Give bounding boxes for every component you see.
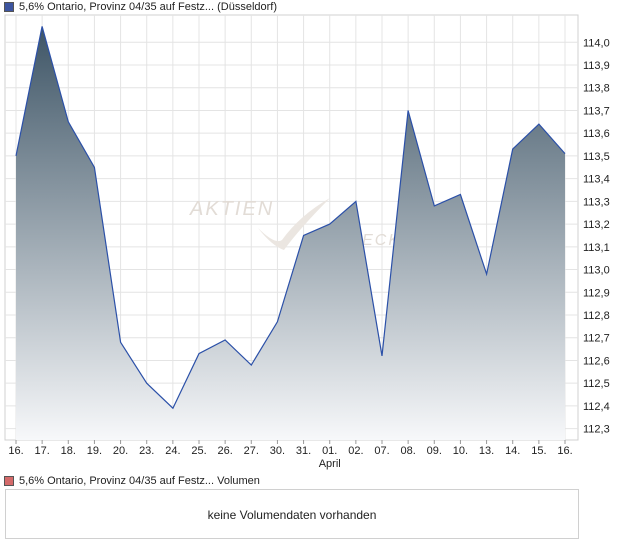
no-volume-message: keine Volumendaten vorhanden [207,508,377,522]
x-tick-label: 30. [270,445,285,457]
x-tick-label: 16. [557,445,572,457]
x-tick-label: 09. [427,445,442,457]
x-tick-label: 23. [139,445,154,457]
x-tick-label: 17. [34,445,49,457]
y-tick-label: 113,9 [583,60,610,72]
volume-legend-label: 5,6% Ontario, Provinz 04/35 auf Festz...… [19,475,260,487]
watermark-text-1: AKTIEN [189,198,274,220]
x-tick-label: 02. [348,445,363,457]
y-tick-label: 112,9 [583,287,610,299]
x-tick-label: 27. [244,445,259,457]
y-tick-label: 112,7 [583,333,610,345]
y-axis: 114,0 113,9 113,8 113,7 113,6 113,5 113,4 113,3… [583,37,610,435]
x-month-label: April [319,458,341,470]
x-tick-label: 14. [505,445,520,457]
volume-panel: keine Volumendaten vorhanden [5,489,579,539]
y-tick-label: 113,3 [583,196,610,208]
y-tick-label: 113,5 [583,151,610,163]
x-tick-label: 19. [87,445,102,457]
y-tick-label: 112,4 [583,401,610,413]
price-legend-label: 5,6% Ontario, Provinz 04/35 auf Festz...… [19,1,278,13]
x-tick-label: 24. [165,445,180,457]
x-tick-label: 15. [531,445,546,457]
y-tick-label: 113,8 [583,83,610,95]
y-tick-label: 112,8 [583,310,610,322]
y-tick-label: 113,1 [583,242,610,254]
watermark-check-icon [258,198,330,250]
y-tick-label: 113,2 [583,219,610,231]
x-tick-label: 07. [374,445,389,457]
y-tick-label: 113,0 [583,265,610,277]
x-tick-label: 25. [191,445,206,457]
x-tick-label: 13. [479,445,494,457]
y-tick-label: 113,6 [583,128,610,140]
x-tick-label: 18. [61,445,76,457]
x-tick-label: 26. [217,445,232,457]
volume-legend: 5,6% Ontario, Provinz 04/35 auf Festz...… [4,474,260,488]
y-tick-label: 112,3 [583,424,610,436]
x-tick-label: 31. [296,445,311,457]
price-line [15,26,566,410]
price-chart: AKTIEN CHECK 114,0113,9113,8113,7113,611… [4,14,610,470]
volume-legend-swatch [4,476,14,486]
y-tick-label: 114,0 [583,37,610,49]
x-axis: 16. 17. 18. 19. 20. 23. 24. 25. 26. 27. 30. 31. 01. 0… [8,440,573,470]
price-area [16,26,565,441]
x-tick-label: 01. [322,445,337,457]
x-tick-label: 08. [400,445,415,457]
y-tick-label: 112,5 [583,378,610,390]
y-tick-label: 113,4 [583,174,610,186]
x-tick-label: 16. [8,445,23,457]
y-tick-label: 113,7 [583,105,610,117]
price-legend: 5,6% Ontario, Provinz 04/35 auf Festz...… [4,0,277,14]
y-tick-label: 112,6 [583,355,610,367]
price-legend-swatch [4,2,14,12]
x-tick-label: 10. [453,445,468,457]
x-tick-label: 20. [113,445,128,457]
